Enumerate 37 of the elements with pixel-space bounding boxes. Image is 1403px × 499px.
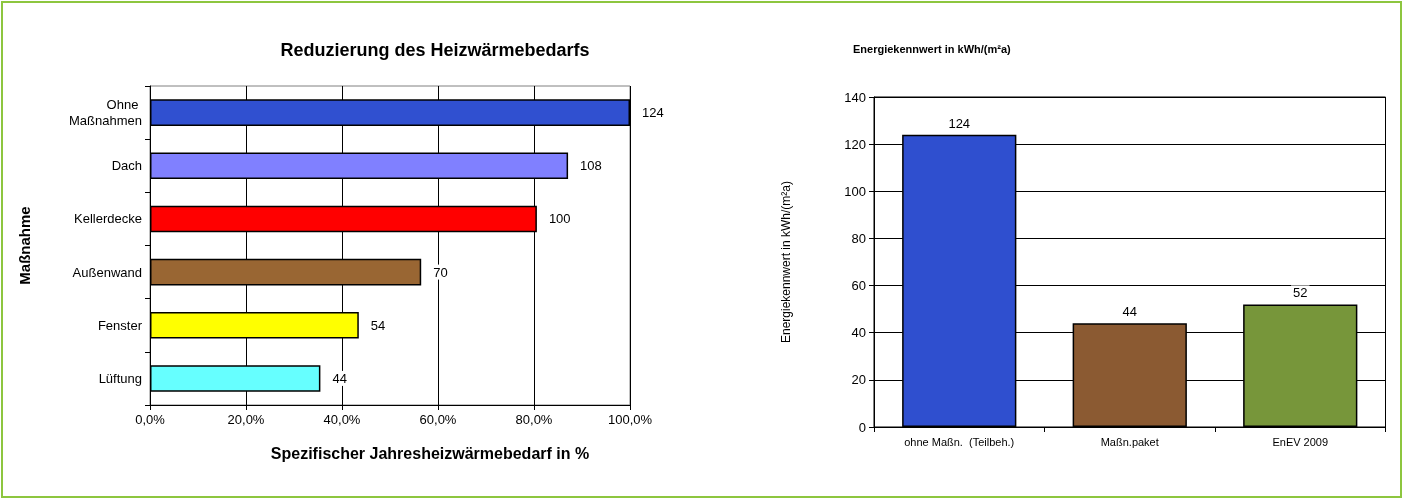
- data-label: 124: [948, 115, 971, 131]
- y-tick-label: 120: [844, 136, 866, 152]
- x-tick-label: 100,0%: [607, 412, 653, 427]
- x-tick-label: ohne Maßn. (Teilbeh.): [904, 436, 1015, 448]
- x-tick-label: Maßn.paket: [1100, 436, 1159, 448]
- y-tick-label: 140: [844, 89, 866, 105]
- y-tick-label: 60: [851, 278, 866, 294]
- x-tick-label: 80,0%: [515, 412, 553, 427]
- y-tick-label: 0: [858, 419, 866, 435]
- y-tick-label: Dach: [111, 158, 142, 174]
- y-tick-label: Außenwand: [72, 264, 142, 280]
- x-tick-label: EnEV 2009: [1272, 436, 1329, 448]
- annotation: 108: [580, 158, 602, 174]
- x-axis-title: Spezifischer Jahresheizwärmebedarf in %: [270, 444, 590, 462]
- x-tick-label: 0,0%: [135, 412, 166, 427]
- x-tick-label: 60,0%: [419, 412, 457, 427]
- annotation: 54: [370, 317, 386, 333]
- x-tick-label: 40,0%: [323, 412, 361, 427]
- chart-title: Energiekennwert in kWh/(m²a): [853, 42, 1012, 55]
- y-tick-label: Ohne Maßnahmen: [69, 97, 142, 129]
- y-tick-label: 100: [844, 183, 866, 199]
- y-axis-title: Maßnahme: [16, 206, 33, 285]
- chart-title: Reduzierung des Heizwärmebedarfs: [280, 40, 590, 60]
- annotation: 44: [332, 370, 347, 386]
- y-axis-title: Energiekennwert in kWh/(m²a): [779, 180, 793, 344]
- y-tick-label: Fenster: [97, 317, 143, 333]
- data-label: 44: [1122, 304, 1137, 320]
- y-tick-label: 80: [851, 230, 866, 246]
- annotation: 100: [548, 211, 571, 227]
- annotation: 70: [433, 264, 448, 280]
- y-tick-label: 20: [851, 372, 866, 388]
- y-tick-label: Kellerdecke: [74, 211, 142, 227]
- data-label: 52: [1293, 285, 1308, 301]
- y-tick-label: Lüftung: [98, 370, 142, 386]
- y-tick-label: 40: [851, 325, 866, 341]
- annotation: 124: [642, 105, 664, 121]
- x-tick-label: 20,0%: [227, 412, 265, 427]
